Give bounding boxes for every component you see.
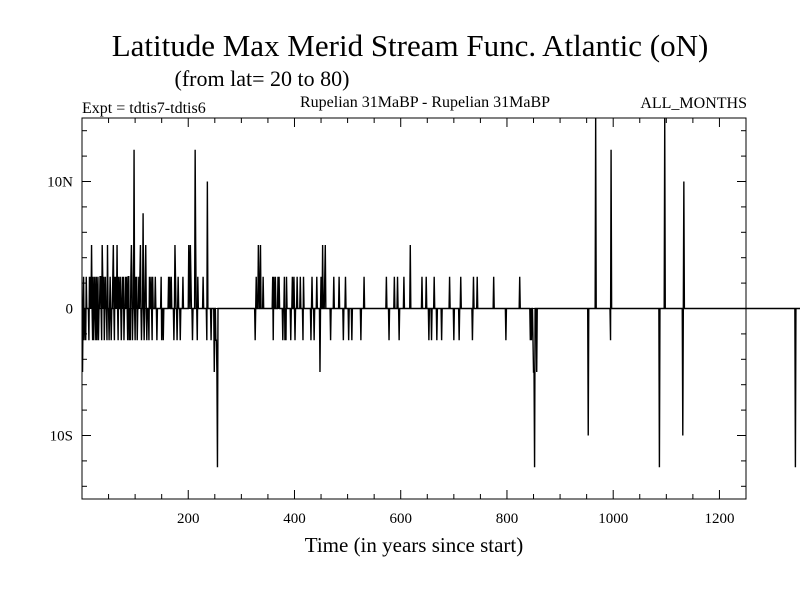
chart-subtitle: (from lat= 20 to 80)	[175, 66, 350, 91]
series-line	[81, 117, 800, 468]
expt-label: Expt = tdtis7-tdtis6	[82, 100, 206, 117]
x-tick-label: 800	[496, 511, 519, 527]
x-axis-label: Time (in years since start)	[305, 533, 524, 557]
x-tick-label: 200	[177, 511, 200, 527]
chart-title: Latitude Max Merid Stream Func. Atlantic…	[112, 28, 709, 63]
period-label: Rupelian 31MaBP - Rupelian 31MaBP	[300, 94, 550, 111]
months-label: ALL_MONTHS	[640, 95, 747, 112]
x-tick-label: 1200	[704, 511, 734, 527]
y-tick-label: 0	[66, 302, 74, 318]
x-axis-ticks	[108, 118, 747, 499]
x-tick-label: 600	[389, 511, 412, 527]
y-tick-label: 10N	[47, 175, 73, 191]
x-tick-label: 400	[283, 511, 306, 527]
y-tick-label: 10S	[50, 429, 73, 445]
x-axis-tick-labels: 200 400 600 800 1000 1200	[177, 511, 734, 527]
x-tick-label: 1000	[598, 511, 628, 527]
y-axis-tick-labels: 10N 0 10S	[47, 175, 73, 445]
